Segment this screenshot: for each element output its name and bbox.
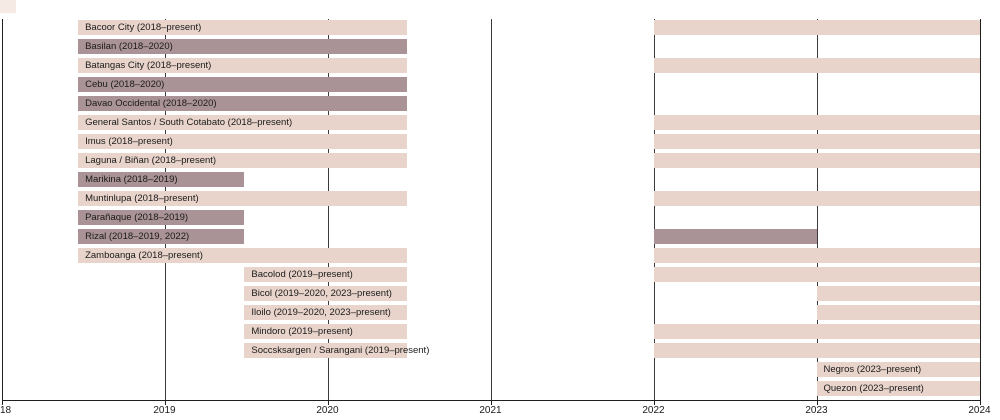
timeline-bar xyxy=(244,343,408,358)
timeline-bar-label: Quezon (2023–present) xyxy=(823,383,924,394)
left-axis-spine xyxy=(1,19,3,400)
timeline-bar xyxy=(78,229,245,244)
timeline-bar xyxy=(78,77,408,92)
axis-tick xyxy=(979,401,981,405)
timeline-bar-label: Muntinlupa (2018–present) xyxy=(85,193,199,204)
timeline-bar xyxy=(653,343,980,358)
timeline-bar-label: Batangas City (2018–present) xyxy=(85,60,212,71)
timeline-bar xyxy=(78,96,408,111)
axis-tick xyxy=(327,401,329,405)
year-gridline xyxy=(490,19,492,400)
timeline-bar-label: Negros (2023–present) xyxy=(823,364,922,375)
x-tick-label: 18 xyxy=(0,405,12,416)
year-gridline xyxy=(327,19,329,400)
timeline-bar-label: Bicol (2019–2020, 2023–present) xyxy=(251,288,392,299)
timeline-bar xyxy=(653,267,980,282)
timeline-bar xyxy=(244,305,408,320)
year-gridline xyxy=(653,19,655,400)
timeline-bar xyxy=(244,324,408,339)
timeline-bar-label: Soccsksargen / Sarangani (2019–present) xyxy=(251,345,430,356)
x-tick-label: 2020 xyxy=(316,405,339,416)
timeline-bar-label: Rizal (2018–2019, 2022) xyxy=(85,231,190,242)
year-gridline xyxy=(164,19,166,400)
timeline-bar xyxy=(816,286,980,301)
timeline-bar xyxy=(244,267,408,282)
timeline-bar xyxy=(653,134,980,149)
timeline-bar-label: Zamboanga (2018–present) xyxy=(85,250,203,261)
timeline-bar xyxy=(816,305,980,320)
timeline-bar xyxy=(78,134,408,149)
timeline-bar-label: Bacoor City (2018–present) xyxy=(85,22,202,33)
timeline-bar-label: Parañaque (2018–2019) xyxy=(85,212,189,223)
timeline-bar xyxy=(78,58,408,73)
axis-tick xyxy=(490,401,492,405)
timeline-bar xyxy=(653,58,980,73)
timeline-bar xyxy=(78,115,408,130)
bottom-axis-spine xyxy=(1,400,981,401)
timeline-bar xyxy=(653,191,980,206)
timeline-bar-label: Bacolod (2019–present) xyxy=(251,269,353,280)
timeline-bar xyxy=(816,381,980,396)
x-tick-label: 2019 xyxy=(153,405,176,416)
timeline-bar xyxy=(78,172,245,187)
timeline-bar-label: Davao Occidental (2018–2020) xyxy=(85,98,217,109)
timeline-bar xyxy=(653,153,980,168)
timeline-bar-label: Basilan (2018–2020) xyxy=(85,41,173,52)
timeline-bar xyxy=(78,39,408,54)
timeline-bar xyxy=(653,324,980,339)
timeline-bar xyxy=(653,229,817,244)
right-axis-spine xyxy=(979,19,981,400)
timeline-bar xyxy=(653,248,980,263)
timeline-bar xyxy=(816,362,980,377)
axis-tick xyxy=(164,401,166,405)
timeline-bar-label: Marikina (2018–2019) xyxy=(85,174,178,185)
timeline-bar-label: Mindoro (2019–present) xyxy=(251,326,353,337)
axis-tick xyxy=(653,401,655,405)
timeline-bar xyxy=(78,153,408,168)
timeline-bar-label: Cebu (2018–2020) xyxy=(85,79,165,90)
x-tick-label: 2021 xyxy=(479,405,502,416)
timeline-bar xyxy=(653,20,980,35)
x-tick-label: 2022 xyxy=(642,405,665,416)
year-gridline xyxy=(816,19,818,400)
timeline-bar xyxy=(244,286,408,301)
timeline-bar xyxy=(78,248,408,263)
timeline-bar-label: Imus (2018–present) xyxy=(85,136,173,147)
timeline-bar-label: General Santos / South Cotabato (2018–pr… xyxy=(85,117,293,128)
timeline-bar xyxy=(78,191,408,206)
axis-tick xyxy=(1,401,3,405)
timeline-bar xyxy=(78,20,408,35)
cropped-bar-fragment xyxy=(0,0,16,13)
x-tick-label: 2023 xyxy=(805,405,828,416)
timeline-bar xyxy=(653,115,980,130)
timeline-bar-label: Iloilo (2019–2020, 2023–present) xyxy=(251,307,391,318)
x-tick-label: 2024 xyxy=(968,405,991,416)
timeline-bar-label: Laguna / Biñan (2018–present) xyxy=(85,155,217,166)
axis-tick xyxy=(816,401,818,405)
timeline-bar xyxy=(78,210,245,225)
